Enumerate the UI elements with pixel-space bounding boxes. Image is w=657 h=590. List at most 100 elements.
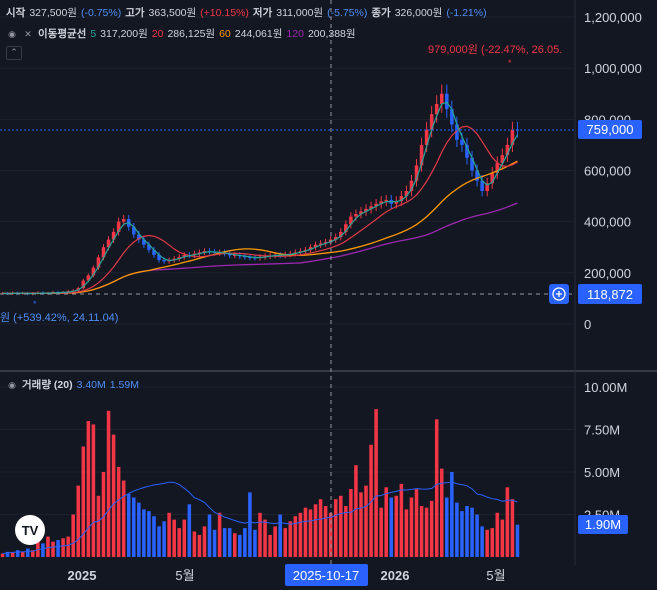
volume-bar bbox=[414, 489, 419, 557]
volume-bar bbox=[177, 528, 181, 557]
last-price-badge bbox=[578, 120, 642, 139]
volume-bar bbox=[222, 528, 227, 557]
volume-bar bbox=[445, 497, 449, 557]
volume-bar bbox=[31, 550, 35, 557]
volume-bar bbox=[465, 506, 469, 557]
volume-bar bbox=[212, 529, 217, 557]
volume-bar bbox=[480, 526, 484, 557]
eye-icon[interactable]: ◉ bbox=[8, 379, 16, 390]
candle-body bbox=[495, 162, 500, 174]
volume-bar bbox=[303, 507, 308, 557]
volume-bar bbox=[298, 512, 303, 557]
candle-body bbox=[132, 226, 136, 235]
volume-ma-value: 1.59M bbox=[109, 378, 139, 391]
volume-bar bbox=[379, 507, 383, 557]
volume-bar bbox=[101, 472, 106, 557]
tradingview-logo[interactable]: TV bbox=[15, 515, 45, 545]
candle-body bbox=[354, 213, 358, 217]
candle-body bbox=[137, 234, 141, 240]
volume-bar bbox=[333, 499, 338, 557]
candle-body bbox=[121, 219, 126, 222]
collapse-legend-button[interactable]: ⌃ bbox=[6, 46, 22, 60]
candle-body bbox=[429, 114, 434, 130]
cursor-date-label: 2025-10-17 bbox=[293, 568, 360, 583]
ma-legend: ◉ ✕ 이동평균선 5 317,200원 20 286,125원 60 244,… bbox=[6, 26, 356, 41]
low-label: 저가 bbox=[252, 7, 273, 19]
volume-bar bbox=[419, 506, 424, 557]
candle-body bbox=[510, 129, 515, 145]
volume-bar bbox=[121, 480, 126, 557]
candle-body bbox=[86, 275, 91, 281]
volume-bar bbox=[460, 511, 464, 557]
ma120-line bbox=[2, 202, 518, 295]
ma20-period: 20 bbox=[151, 27, 164, 40]
candle-body bbox=[424, 129, 429, 145]
candle-body bbox=[379, 201, 383, 204]
close-icon[interactable]: ✕ bbox=[24, 28, 32, 39]
volume-bar bbox=[409, 497, 414, 557]
last-price-label: 759,000 bbox=[587, 122, 634, 137]
volume-bar bbox=[86, 421, 91, 557]
last-volume-badge bbox=[578, 515, 628, 534]
close-value: 326,000원 bbox=[394, 7, 443, 19]
volume-bar bbox=[328, 512, 333, 557]
volume-bar bbox=[207, 514, 212, 557]
volume-bar bbox=[167, 512, 171, 557]
volume-bar bbox=[394, 495, 399, 557]
volume-bar bbox=[424, 507, 429, 557]
candle-body bbox=[434, 103, 439, 115]
volume-bar bbox=[162, 521, 166, 557]
candle-body bbox=[409, 180, 414, 191]
candle-body bbox=[455, 124, 459, 140]
volume-bar bbox=[384, 487, 388, 557]
candle-body bbox=[475, 170, 479, 181]
volume-bar bbox=[248, 492, 252, 557]
ma120-period: 120 bbox=[286, 27, 304, 40]
volume-bar bbox=[15, 550, 20, 557]
volume-bar bbox=[308, 509, 313, 557]
price-axis-ticks[interactable]: 1,200,0001,000,000800,000600,000400,0002… bbox=[584, 10, 642, 332]
volume-bar bbox=[76, 485, 81, 557]
ma5-value: 317,200원 bbox=[100, 28, 148, 40]
high-marker: * bbox=[508, 58, 512, 68]
last-volume-label: 1.90M bbox=[585, 517, 621, 532]
ohlc-legend: 시작 327,500원 (-0.75%) 고가 363,500원 (+10.15… bbox=[6, 5, 487, 20]
volume-bar bbox=[227, 528, 232, 557]
candle-body bbox=[101, 247, 106, 258]
volume-bar bbox=[5, 551, 10, 557]
low-value: 311,000원 bbox=[276, 7, 324, 19]
volume-bar bbox=[374, 409, 378, 557]
volume-bar bbox=[61, 538, 65, 557]
candle-body bbox=[460, 139, 464, 145]
candle-body bbox=[369, 206, 373, 209]
volume-bar bbox=[339, 495, 343, 557]
candle-body bbox=[96, 257, 101, 268]
volume-bar bbox=[364, 485, 368, 557]
candle-body bbox=[445, 93, 449, 110]
candle-body bbox=[172, 258, 176, 261]
ma60-period: 60 bbox=[219, 27, 231, 40]
candle-body bbox=[162, 260, 166, 262]
price-tick-label: 600,000 bbox=[584, 164, 631, 179]
ma-label: 이동평균선 bbox=[38, 28, 87, 40]
volume-bar bbox=[263, 519, 267, 557]
volume-bar bbox=[288, 521, 293, 557]
volume-bar bbox=[485, 529, 489, 557]
volume-grid bbox=[0, 386, 575, 515]
time-axis-ticks[interactable]: 2025 5월 2026 5월 bbox=[68, 568, 506, 583]
volume-bar bbox=[344, 506, 348, 557]
volume-bar bbox=[66, 536, 70, 557]
time-tick-label: 2025 bbox=[68, 568, 97, 583]
volume-bar bbox=[26, 548, 30, 557]
candle-body bbox=[399, 196, 404, 202]
candle-body bbox=[111, 231, 116, 240]
eye-icon[interactable]: ◉ bbox=[8, 28, 16, 39]
volume-bar bbox=[202, 526, 207, 557]
candle-body bbox=[177, 256, 181, 259]
candle-body bbox=[439, 93, 444, 104]
volume-bar bbox=[515, 524, 520, 557]
volume-bar bbox=[510, 499, 515, 557]
open-value: 327,500원 bbox=[29, 7, 77, 19]
